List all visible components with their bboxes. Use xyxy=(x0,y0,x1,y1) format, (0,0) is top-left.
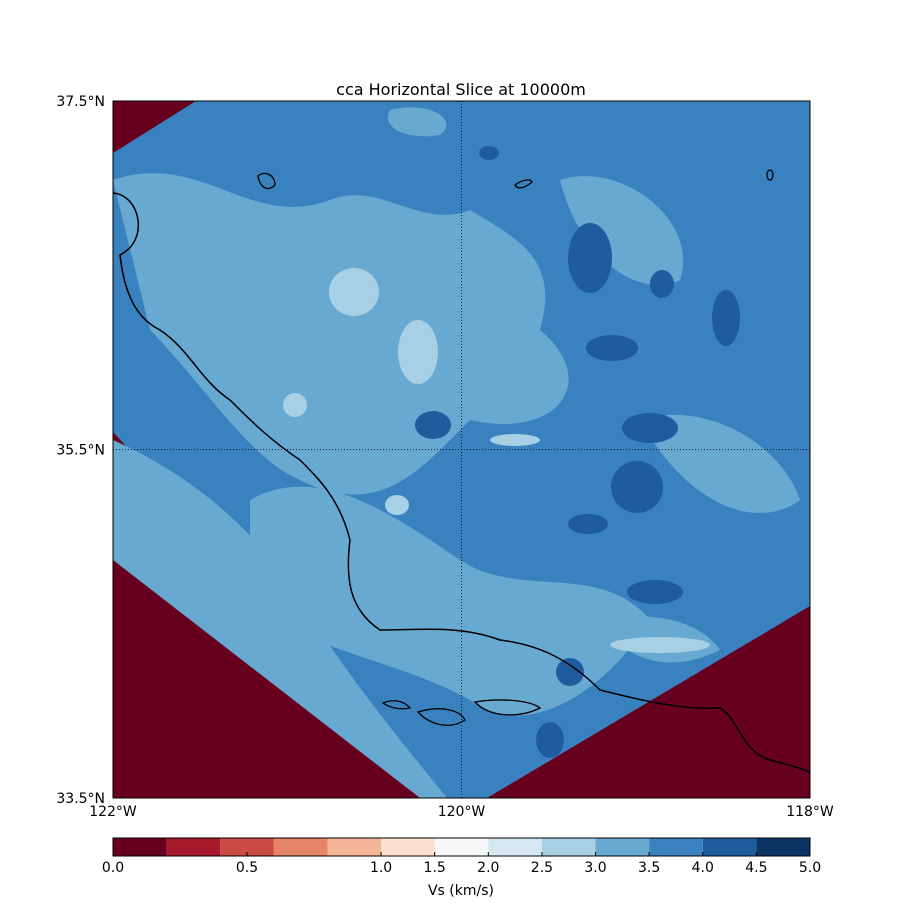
colorbar-segment xyxy=(434,838,489,856)
colorbar-tick-label: 0.5 xyxy=(236,860,258,876)
colorbar-tick-label: 5.0 xyxy=(799,860,821,876)
colorbar-tick-label: 2.0 xyxy=(477,860,499,876)
colorbar-tick-label: 3.5 xyxy=(638,860,660,876)
colorbar-label: Vs (km/s) xyxy=(428,883,494,899)
colorbar-segment xyxy=(488,838,542,856)
colorbar-tick-label: 1.5 xyxy=(424,860,446,876)
y-tick-label: 35.5°N xyxy=(56,443,105,459)
colorbar-tick-label: 1.0 xyxy=(370,860,392,876)
x-tick-label: 120°W xyxy=(438,804,486,820)
x-tick-label: 122°W xyxy=(89,804,137,820)
y-tick-label: 33.5°N xyxy=(56,791,105,807)
colorbar-segment xyxy=(166,838,221,856)
colorbar-tick-label: 4.5 xyxy=(745,860,767,876)
colorbar-tick-label: 0.0 xyxy=(102,860,124,876)
colorbar-segment xyxy=(327,838,382,856)
colorbar-segment xyxy=(541,838,596,856)
colorbar-segment xyxy=(756,838,810,856)
colorbar-segment xyxy=(595,838,650,856)
colorbar-segment xyxy=(273,838,328,856)
colorbar-segment xyxy=(381,838,435,856)
colorbar-tick-label: 4.0 xyxy=(692,860,714,876)
colorbar-tick-label: 3.0 xyxy=(584,860,606,876)
colorbar-frame xyxy=(112,837,811,857)
colorbar-segment xyxy=(649,838,703,856)
colorbar-segment xyxy=(113,838,167,856)
colorbar-segment xyxy=(702,838,757,856)
y-tick-label: 37.5°N xyxy=(56,94,105,110)
colorbar-segment xyxy=(220,838,274,856)
chart-title: cca Horizontal Slice at 10000m xyxy=(336,80,586,99)
colorbar-tick-label: 2.5 xyxy=(531,860,553,876)
x-tick-label: 118°W xyxy=(786,804,834,820)
